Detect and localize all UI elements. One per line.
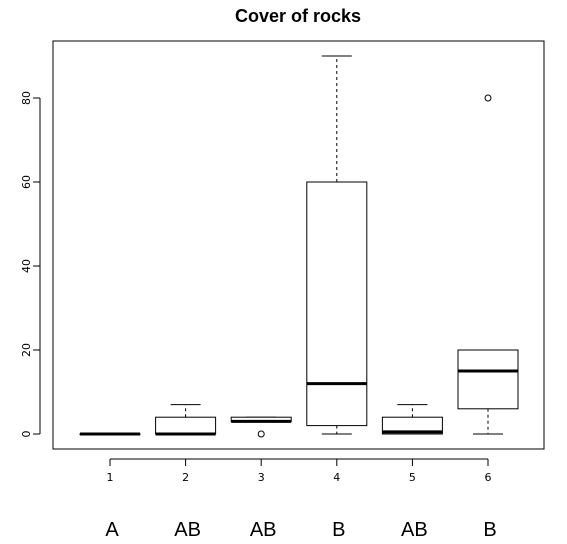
box-4	[306, 55, 368, 435]
outlier-point	[484, 94, 492, 102]
outlier-point	[257, 430, 265, 438]
iqr-box	[381, 416, 443, 435]
y-tick-label: 60	[20, 175, 33, 189]
group-letter-2: AB	[174, 519, 201, 541]
box-6	[457, 94, 519, 435]
group-letter-1: A	[105, 519, 119, 541]
x-tick-label: 4	[333, 471, 340, 484]
group-letter-3: AB	[250, 519, 277, 541]
chart-title: Cover of rocks	[235, 6, 361, 26]
group-letter-5: AB	[401, 519, 428, 541]
box-1	[79, 432, 141, 436]
y-tick-label: 0	[20, 431, 33, 438]
x-axis: 1 2 3 4 5 6	[107, 458, 492, 484]
box-5	[381, 404, 443, 435]
x-tick-label: 6	[485, 471, 492, 484]
x-tick-label: 1	[107, 471, 114, 484]
group-letters: A AB AB B AB B	[105, 519, 496, 541]
iqr-box	[155, 416, 217, 435]
group-letter-6: B	[483, 519, 496, 541]
group-letter-4: B	[332, 519, 345, 541]
box-2	[155, 404, 217, 436]
x-tick-label: 2	[182, 471, 189, 484]
y-tick-label: 20	[20, 343, 33, 357]
boxes-group	[79, 55, 519, 438]
box-3	[230, 416, 292, 438]
plot-frame	[52, 40, 545, 450]
y-tick-label: 80	[20, 91, 33, 105]
x-tick-label: 5	[409, 471, 416, 484]
y-axis: 0 20 40 60 80	[20, 91, 41, 438]
iqr-box	[457, 349, 519, 410]
iqr-box	[306, 181, 368, 427]
x-tick-label: 3	[258, 471, 265, 484]
y-tick-label: 40	[20, 259, 33, 273]
